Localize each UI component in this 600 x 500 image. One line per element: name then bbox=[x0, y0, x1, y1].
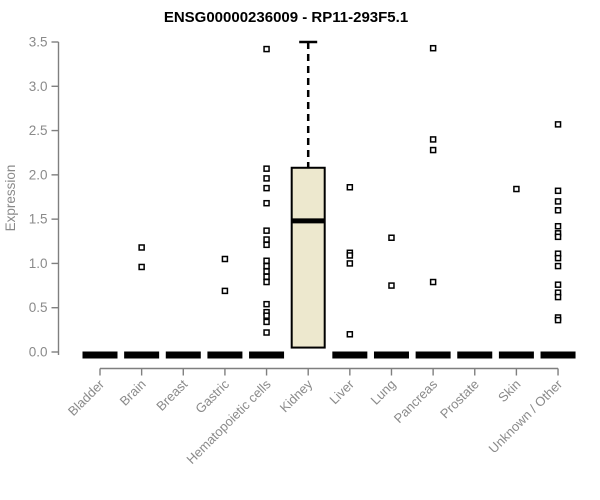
outlier-point bbox=[263, 199, 270, 207]
zero-expression-bar bbox=[165, 351, 201, 359]
outlier-point bbox=[263, 318, 270, 326]
outlier-point bbox=[263, 273, 270, 280]
outlier-point bbox=[388, 282, 395, 289]
outlier-point bbox=[221, 255, 229, 263]
y-tick-label: 1.5 bbox=[29, 212, 48, 227]
x-tick-label: Brain bbox=[117, 377, 149, 409]
outlier-point bbox=[263, 329, 270, 336]
outlier-point bbox=[429, 136, 437, 143]
outlier-point bbox=[554, 222, 562, 230]
x-tick-label: Skin bbox=[495, 377, 523, 405]
outlier-point bbox=[263, 262, 270, 270]
chart-title: ENSG00000236009 - RP11-293F5.1 bbox=[164, 9, 408, 26]
zero-expression-bar bbox=[332, 351, 368, 359]
outlier-point bbox=[138, 244, 145, 251]
outlier-point bbox=[554, 293, 562, 301]
zero-expression-bar bbox=[498, 351, 534, 359]
zero-expression-bar bbox=[82, 351, 118, 359]
outlier-point bbox=[263, 241, 270, 249]
x-tick-label: Lung bbox=[368, 377, 399, 408]
outlier-point bbox=[221, 287, 229, 295]
x-tick-label: Liver bbox=[326, 376, 357, 407]
y-tick-label: 1.0 bbox=[29, 256, 48, 271]
y-tick-label: 3.5 bbox=[29, 35, 48, 50]
y-tick-label: 2.5 bbox=[29, 123, 48, 138]
outlier-point bbox=[263, 312, 270, 319]
zero-expression-bar bbox=[249, 351, 285, 359]
outlier-point bbox=[263, 45, 270, 53]
outlier-point bbox=[429, 146, 437, 154]
zero-expression-bar bbox=[207, 351, 243, 359]
x-tick-label: Gastric bbox=[192, 376, 232, 416]
x-tick-label: Bladder bbox=[65, 376, 108, 419]
outlier-point bbox=[554, 281, 562, 288]
zero-expression-bar bbox=[124, 351, 160, 359]
y-axis-title: Expression bbox=[3, 165, 18, 232]
y-tick-label: 0.5 bbox=[29, 300, 48, 315]
x-tick-label: Breast bbox=[153, 376, 190, 413]
outlier-point bbox=[263, 278, 270, 286]
zero-expression-bar bbox=[373, 351, 409, 359]
outlier-point bbox=[554, 207, 562, 214]
x-tick-label: Kidney bbox=[277, 376, 316, 415]
y-tick-label: 0.0 bbox=[29, 345, 48, 360]
y-tick-label: 2.0 bbox=[29, 167, 48, 182]
outlier-point bbox=[429, 278, 437, 286]
zero-expression-bar bbox=[540, 351, 576, 359]
zero-expression-bar bbox=[415, 351, 451, 359]
x-tick-label: Pancreas bbox=[391, 376, 441, 426]
y-tick-label: 3.0 bbox=[29, 79, 48, 94]
outlier-point bbox=[554, 254, 562, 262]
outlier-point bbox=[554, 121, 562, 128]
outlier-point bbox=[263, 227, 270, 234]
outlier-point bbox=[554, 316, 562, 324]
box bbox=[290, 166, 326, 349]
outlier-point bbox=[346, 260, 354, 267]
x-tick-label: Prostate bbox=[437, 377, 482, 422]
outlier-point bbox=[263, 236, 270, 243]
outlier-point bbox=[346, 252, 354, 259]
outlier-point bbox=[263, 300, 270, 308]
outlier-point bbox=[388, 234, 395, 241]
outlier-point bbox=[554, 233, 562, 241]
outlier-point bbox=[263, 175, 270, 182]
zero-expression-bar bbox=[457, 351, 493, 359]
outlier-point bbox=[346, 184, 354, 191]
outlier-point bbox=[263, 268, 270, 275]
outlier-point bbox=[513, 185, 520, 193]
outlier-point bbox=[263, 184, 270, 192]
outlier-point bbox=[554, 187, 562, 195]
outlier-point bbox=[429, 44, 437, 52]
outlier-point bbox=[554, 198, 562, 205]
outlier-point bbox=[346, 331, 354, 338]
outlier-point bbox=[138, 263, 145, 271]
plot-area bbox=[82, 40, 576, 359]
outlier-point bbox=[263, 165, 270, 172]
x-tick-label: Unknown / Other bbox=[486, 376, 566, 456]
outlier-point bbox=[554, 262, 562, 270]
outlier-point bbox=[263, 257, 270, 265]
